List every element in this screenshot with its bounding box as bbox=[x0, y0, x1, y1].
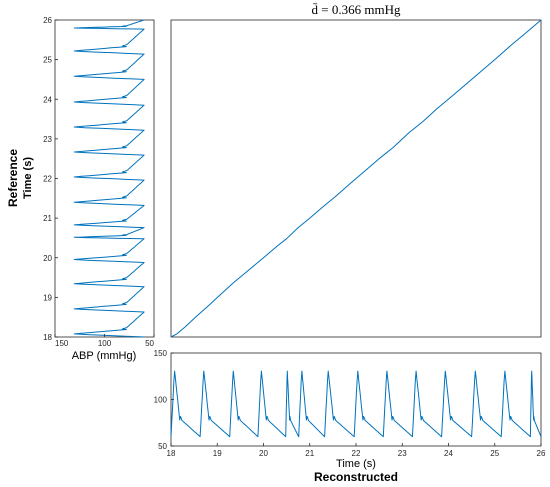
reconstructed-y-ticks: 50 100 150 bbox=[154, 349, 174, 451]
bottom-time-axis-label: Time (s) bbox=[336, 458, 376, 470]
reference-series-line bbox=[73, 19, 145, 338]
reconstructed-plot: 18 19 20 21 22 23 24 25 26 50 100 150 Time (s) Rec… bbox=[154, 349, 546, 484]
bottom-y-tick-label: 100 bbox=[154, 396, 168, 405]
left-x-tick-label: 100 bbox=[98, 339, 112, 348]
left-y-tick-label: 18 bbox=[43, 333, 52, 342]
main-title: d̄ = 0.366 mmHg bbox=[312, 2, 401, 17]
abp-axis-label: ABP (mmHg) bbox=[72, 350, 137, 362]
left-y-tick-label: 25 bbox=[43, 56, 52, 65]
bottom-x-tick-label: 23 bbox=[398, 449, 407, 458]
reference-x-ticks: 150 100 50 bbox=[54, 334, 155, 348]
left-y-tick-label: 22 bbox=[43, 175, 52, 184]
bottom-x-tick-label: 24 bbox=[444, 449, 453, 458]
left-time-axis-label: Time (s) bbox=[22, 157, 34, 199]
bottom-x-tick-label: 25 bbox=[490, 449, 499, 458]
reference-label: Reference bbox=[6, 149, 20, 207]
left-y-tick-label: 26 bbox=[43, 16, 52, 25]
bottom-y-tick-label: 50 bbox=[158, 442, 167, 451]
left-y-tick-label: 19 bbox=[43, 293, 52, 302]
left-y-tick-label: 24 bbox=[43, 95, 52, 104]
main-plot: d̄ = 0.366 mmHg bbox=[170, 2, 542, 338]
left-x-tick-label: 150 bbox=[55, 339, 69, 348]
left-x-tick-label: 50 bbox=[145, 339, 154, 348]
bottom-x-tick-label: 18 bbox=[167, 449, 176, 458]
bottom-x-tick-label: 26 bbox=[537, 449, 546, 458]
left-y-tick-label: 23 bbox=[43, 135, 52, 144]
left-y-tick-label: 21 bbox=[43, 214, 52, 223]
main-series-line bbox=[170, 19, 542, 338]
left-y-tick-label: 20 bbox=[43, 254, 52, 263]
reconstructed-series-line bbox=[170, 370, 542, 438]
reference-y-ticks: 18 19 20 21 22 23 24 25 26 bbox=[43, 16, 58, 342]
bottom-x-tick-label: 21 bbox=[305, 449, 314, 458]
reconstructed-label: Reconstructed bbox=[314, 470, 398, 484]
bottom-x-tick-label: 19 bbox=[213, 449, 222, 458]
bottom-y-tick-label: 150 bbox=[154, 349, 168, 358]
bottom-x-tick-label: 20 bbox=[259, 449, 268, 458]
bottom-x-tick-label: 22 bbox=[352, 449, 361, 458]
reconstructed-x-ticks: 18 19 20 21 22 23 24 25 26 bbox=[167, 443, 546, 458]
reference-plot: 18 19 20 21 22 23 24 25 26 150 100 50 ABP (mmHg) R… bbox=[6, 16, 155, 362]
main-plot-frame bbox=[170, 19, 542, 338]
